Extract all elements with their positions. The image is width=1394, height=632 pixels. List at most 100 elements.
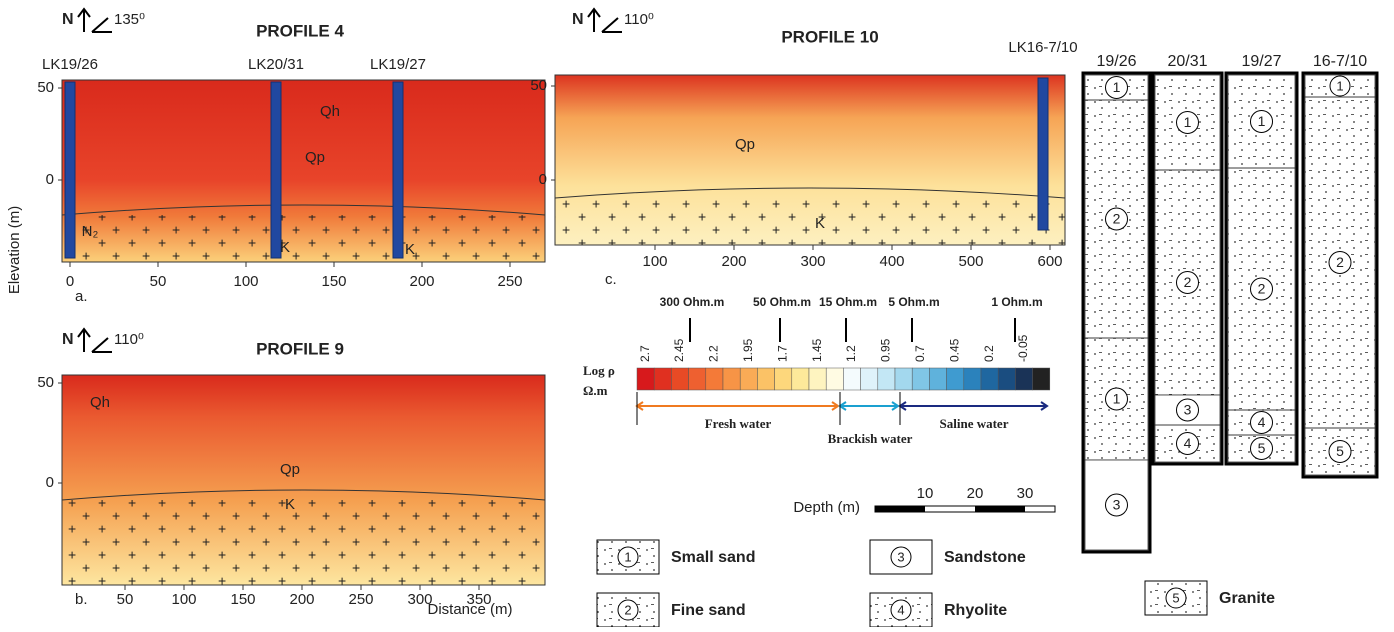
layer-num: 2 [1336,254,1344,270]
depth-tick: 20 [967,485,984,502]
x-tick-label: 200 [409,273,434,290]
log-value: -0.05 [1016,334,1030,362]
x-tick-label: 100 [171,591,196,608]
layer-num: 5 [1336,443,1344,459]
x-tick-label: 250 [348,591,373,608]
layer-circle [1250,437,1273,460]
lithology-label: Rhyolite [944,602,1007,619]
unit-label: Qp [735,136,755,153]
log-value: 2.7 [638,345,652,362]
lithology-num: 1 [624,549,631,564]
x-tick-label: 150 [230,591,255,608]
granite-zone [62,215,545,262]
log-value: 0.2 [982,345,996,362]
column-frame [1081,71,1152,554]
borehole-label: LK19/27 [370,56,426,73]
azimuth: 135⁰ [114,11,145,28]
panel-title: PROFILE 10 [781,27,878,46]
layer-circle [1176,432,1199,455]
resistivity-label: 15 Ohm.m [819,295,877,309]
x-tick-label: 400 [879,253,904,270]
layer-circle [1250,411,1273,434]
colorbar-cell [877,367,896,391]
layer-circle [1328,440,1352,463]
colorbar-cell [963,367,982,391]
x-tick-label: 50 [150,273,167,290]
depth-bar-seg [875,506,925,512]
north-label: N [62,11,74,28]
layer-circle [1250,110,1273,133]
layer-circle [1176,271,1199,294]
lithology-circle [617,546,639,568]
x-tick-label: 500 [958,253,983,270]
zone-arrow [838,401,900,411]
colorbar-cell [774,367,793,391]
north-arrow [77,327,112,353]
lithology-circle [617,599,639,621]
x-tick-label: 200 [289,591,314,608]
panel-title: PROFILE 9 [256,339,344,358]
log-value: 2.2 [707,345,721,362]
granite-zone [62,500,545,585]
log-value: 0.7 [913,345,927,362]
lithology-num: 4 [897,602,904,617]
panel-title: PROFILE 4 [256,21,344,40]
borehole [270,81,282,259]
column-frame [1301,71,1379,479]
panel-letter: b. [75,591,88,608]
layer-num: 1 [1258,113,1266,129]
borehole-label: LK19/26 [42,56,98,73]
zone-label: Brackish water [828,431,913,446]
layer-num: 3 [1113,497,1121,513]
unit-label: K [280,239,290,256]
resistivity-label: 5 Ohm.m [888,295,939,309]
colorbar-cell [980,367,999,391]
unit-label: K [405,241,415,258]
layer-circle [1105,493,1128,517]
layer-circle [1329,75,1351,97]
boundary [554,187,1066,199]
lithology-circle [1165,587,1187,609]
lithology-num: 3 [897,549,904,564]
borehole [392,81,404,259]
zone-arrow [898,401,1049,411]
layer-num: 1 [1184,114,1192,130]
depth-bar-seg [975,506,1025,512]
unit-label: Qh [90,394,110,411]
layer-num: 1 [1336,78,1343,93]
unit-label: Qh [320,103,340,120]
log-value: 0.95 [879,338,893,362]
x-axis-label: Distance (m) [427,601,512,618]
colorbar-cell [808,367,827,391]
x-tick-label: 200 [721,253,746,270]
layer-num: 2 [1113,211,1121,227]
depth-tick: 30 [1017,485,1034,502]
y-tick-label: 50 [37,374,54,391]
colorbar-cell [671,367,689,391]
colorbar-cell [722,367,741,391]
column-name: 20/31 [1167,53,1207,70]
y-axis-label: Elevation (m) [6,206,23,294]
lithology-num: 5 [1172,590,1179,605]
layer-num: 2 [1258,281,1266,297]
unit-label: Qp [280,461,300,478]
north-label: N [62,331,74,348]
x-tick-label: 300 [407,591,432,608]
layer-num: 4 [1258,414,1266,430]
colorbar-cell [929,367,947,391]
log-value: 1.7 [775,345,789,362]
log-value: 1.45 [810,338,824,362]
x-tick-label: 600 [1037,253,1062,270]
column-frame [1224,71,1299,466]
x-tick-label: 100 [642,253,667,270]
layer-circle [1105,387,1128,411]
lithology-label: Fine sand [671,602,746,619]
resistivity-label: 50 Ohm.m [753,295,811,309]
x-tick-label: 350 [466,591,491,608]
colorbar-cell [653,367,672,391]
resistivity-label: 300 Ohm.m [660,295,725,309]
north-arrow [77,7,112,33]
borehole-label: LK20/31 [248,56,304,73]
colorbar-cell [705,367,724,391]
layer-num: 1 [1113,79,1121,95]
